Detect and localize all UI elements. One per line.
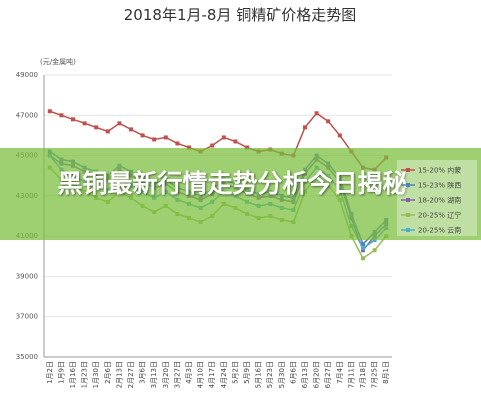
point <box>105 129 110 134</box>
y-tick-label: 49000 <box>16 71 38 79</box>
x-tick-label: 7月4日 <box>336 361 344 384</box>
x-tick-label: 6月20日 <box>313 361 321 388</box>
point <box>187 145 191 150</box>
x-tick-label: 6月13日 <box>301 361 309 388</box>
y-axis-label: (元/金属吨) <box>40 57 76 66</box>
y-tick-label: 37000 <box>16 313 38 321</box>
x-tick-label: 3月27日 <box>173 361 181 388</box>
x-tick-label: 2月27日 <box>127 361 135 388</box>
x-tick-label: 5月2日 <box>231 361 239 384</box>
banner-text: 黑铜最新行情走势分析今日揭秘 <box>57 169 408 198</box>
point <box>372 238 377 243</box>
point <box>152 137 157 142</box>
x-tick-label: 4月3日 <box>185 361 193 384</box>
point <box>117 121 122 126</box>
x-tick-label: 7月18日 <box>359 361 367 388</box>
point <box>210 143 215 148</box>
x-tick-label: 4月17日 <box>208 361 216 388</box>
point <box>175 141 180 146</box>
chart-title: 2018年1月-8月 铜精矿价格走势图 <box>124 6 356 24</box>
point <box>303 125 307 130</box>
point <box>337 133 342 138</box>
x-tick-label: 2月13日 <box>115 361 123 388</box>
x-tick-label: 1月2日 <box>46 361 54 384</box>
point <box>361 246 365 251</box>
point <box>47 109 52 114</box>
x-tick-label: 3月20日 <box>162 361 170 388</box>
point <box>245 145 249 150</box>
banner <box>0 148 481 240</box>
x-tick-label: 2月6日 <box>104 361 112 384</box>
x-tick-label: 1月30日 <box>92 361 100 388</box>
x-tick-label: 3月13日 <box>150 361 158 388</box>
y-tick-label: 47000 <box>16 111 38 119</box>
x-tick-label: 6月6日 <box>289 361 297 384</box>
point <box>71 117 75 122</box>
x-tick-label: 1月16日 <box>69 361 77 388</box>
x-tick-label: 1月9日 <box>57 361 65 384</box>
point <box>129 127 133 132</box>
x-tick-label: 5月23日 <box>266 361 274 388</box>
x-tick-label: 7月11日 <box>347 361 355 388</box>
point <box>314 111 319 116</box>
point <box>233 139 238 144</box>
x-tick-label: 5月30日 <box>278 361 286 388</box>
point <box>140 133 145 138</box>
x-tick-label: 8月1日 <box>382 361 390 384</box>
point <box>361 256 365 261</box>
point <box>361 242 365 247</box>
point <box>163 135 168 140</box>
point <box>372 248 377 253</box>
x-tick-label: 4月24日 <box>220 361 228 388</box>
x-tick-label: 3月6日 <box>139 361 147 384</box>
x-tick-label: 1月23日 <box>81 361 89 388</box>
x-tick-label: 6月27日 <box>324 361 332 388</box>
x-tick-label: 5月16日 <box>255 361 263 388</box>
point <box>221 135 226 140</box>
x-tick-label: 7月25日 <box>371 361 379 388</box>
point <box>59 113 64 118</box>
point <box>326 119 331 124</box>
x-tick-label: 5月9日 <box>243 361 251 384</box>
point <box>82 121 87 126</box>
point <box>361 248 365 253</box>
y-tick-label: 35000 <box>16 353 38 361</box>
point <box>94 125 99 130</box>
y-tick-label: 39000 <box>16 272 38 280</box>
x-tick-label: 4月10日 <box>197 361 205 388</box>
